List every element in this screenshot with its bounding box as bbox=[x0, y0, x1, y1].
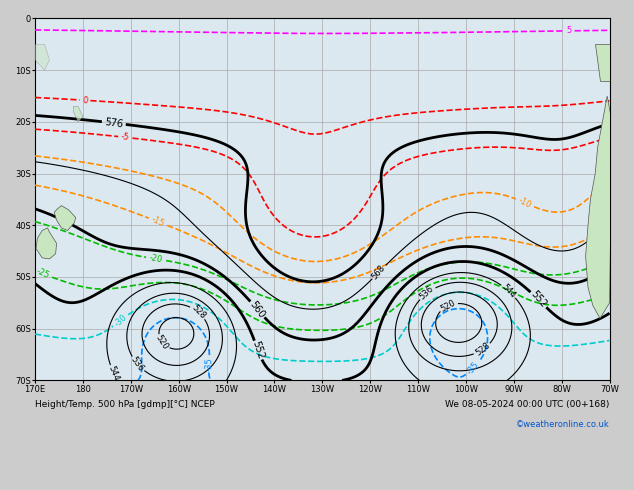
Polygon shape bbox=[595, 45, 609, 80]
Text: 536: 536 bbox=[129, 355, 146, 373]
Polygon shape bbox=[35, 45, 49, 70]
Text: 536: 536 bbox=[418, 284, 436, 302]
Text: -10: -10 bbox=[517, 196, 533, 210]
Text: 552: 552 bbox=[529, 289, 548, 310]
Polygon shape bbox=[74, 106, 83, 122]
Text: -15: -15 bbox=[150, 215, 166, 229]
Text: 568: 568 bbox=[370, 263, 387, 281]
Text: Height/Temp. 500 hPa [gdmp][°C] NCEP: Height/Temp. 500 hPa [gdmp][°C] NCEP bbox=[35, 400, 215, 409]
Polygon shape bbox=[36, 228, 56, 259]
Text: -5: -5 bbox=[120, 132, 130, 143]
Text: We 08-05-2024 00:00 UTC (00+168): We 08-05-2024 00:00 UTC (00+168) bbox=[445, 400, 609, 409]
Text: 5: 5 bbox=[567, 26, 572, 35]
Text: -35: -35 bbox=[204, 357, 214, 371]
Text: -20: -20 bbox=[148, 253, 164, 265]
Polygon shape bbox=[54, 206, 75, 230]
Text: 576: 576 bbox=[104, 117, 124, 129]
Text: 544: 544 bbox=[500, 282, 517, 300]
Text: -30: -30 bbox=[112, 313, 129, 328]
Text: 520: 520 bbox=[439, 298, 457, 314]
Text: 544: 544 bbox=[107, 364, 121, 382]
Text: 528: 528 bbox=[190, 303, 207, 321]
Text: -35: -35 bbox=[465, 361, 481, 377]
Polygon shape bbox=[586, 96, 612, 318]
Text: 528: 528 bbox=[474, 341, 492, 358]
Text: 560: 560 bbox=[248, 299, 267, 320]
Text: 0: 0 bbox=[82, 96, 88, 105]
Text: 552: 552 bbox=[250, 340, 266, 361]
Text: ©weatheronline.co.uk: ©weatheronline.co.uk bbox=[516, 420, 609, 429]
Text: -25: -25 bbox=[35, 267, 51, 281]
Text: 520: 520 bbox=[154, 333, 170, 351]
